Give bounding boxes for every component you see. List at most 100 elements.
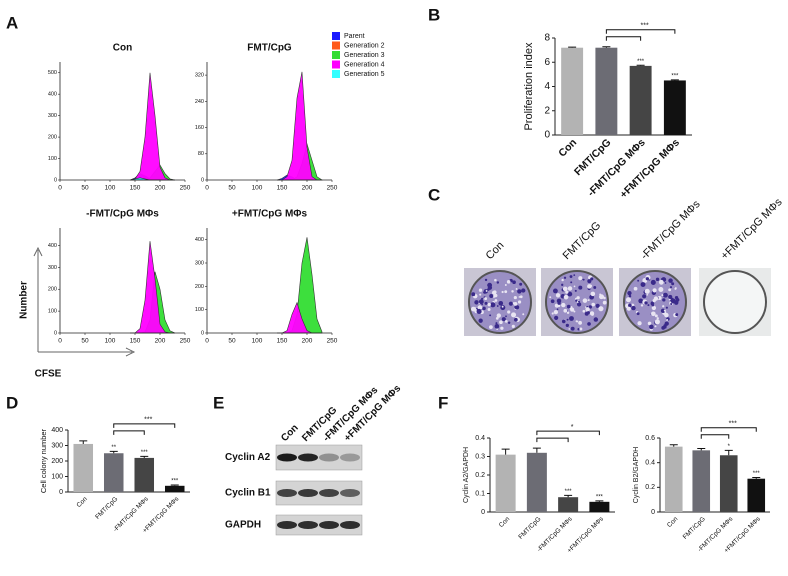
significance-label: *** bbox=[637, 59, 645, 65]
colony bbox=[590, 277, 594, 281]
colony bbox=[482, 306, 486, 311]
well bbox=[703, 270, 767, 334]
colony bbox=[668, 294, 673, 299]
colony bbox=[494, 299, 498, 302]
colony bbox=[582, 298, 588, 303]
colony bbox=[651, 305, 657, 311]
blot-band bbox=[319, 521, 339, 529]
colony bbox=[661, 294, 664, 297]
colony bbox=[593, 286, 597, 289]
colony bbox=[474, 300, 479, 305]
colony bbox=[565, 323, 569, 328]
y-tick-label: 100 bbox=[48, 156, 57, 162]
error-bar bbox=[697, 447, 706, 451]
error-bar bbox=[636, 64, 645, 66]
colony bbox=[489, 314, 492, 317]
colony bbox=[471, 292, 476, 297]
colony bbox=[494, 323, 500, 329]
y-tick-label: 0 bbox=[544, 130, 550, 141]
colony bbox=[587, 322, 591, 326]
colony bbox=[579, 327, 583, 331]
error-bar bbox=[501, 448, 510, 455]
colony bbox=[647, 321, 652, 326]
colony bbox=[646, 293, 649, 296]
bar bbox=[664, 446, 683, 512]
significance-label: * bbox=[571, 424, 574, 431]
y-tick-label: 0 bbox=[481, 509, 485, 516]
colony bbox=[489, 325, 493, 329]
colony bbox=[640, 282, 646, 287]
colony bbox=[573, 310, 576, 313]
colony bbox=[570, 326, 575, 331]
colony bbox=[669, 286, 673, 289]
x-tick-label: 200 bbox=[302, 338, 313, 345]
colony bbox=[487, 288, 490, 291]
y-tick-label: 320 bbox=[195, 73, 204, 79]
colony bbox=[644, 288, 650, 294]
colony bbox=[576, 302, 582, 307]
panel-label: B bbox=[428, 5, 440, 24]
colony bbox=[519, 295, 523, 299]
colony bbox=[631, 305, 636, 311]
colony bbox=[595, 303, 600, 308]
significance-bracket bbox=[536, 437, 569, 443]
colony bbox=[504, 319, 508, 323]
colony bbox=[504, 284, 507, 286]
blot-band bbox=[298, 453, 318, 462]
colony bbox=[575, 299, 578, 302]
bar bbox=[164, 485, 185, 492]
colony bbox=[649, 324, 654, 330]
colony bbox=[640, 304, 644, 307]
colony bbox=[494, 278, 497, 282]
bar bbox=[595, 47, 618, 136]
colony bbox=[484, 278, 488, 282]
y-tick-label: 300 bbox=[51, 442, 63, 449]
colony bbox=[505, 315, 507, 318]
y-tick-label: 0.2 bbox=[645, 484, 655, 491]
chart-title: +FMT/CpG MΦs bbox=[232, 209, 308, 220]
significance-label: *** bbox=[171, 479, 179, 485]
error-bar bbox=[170, 484, 179, 486]
colony bbox=[675, 313, 679, 317]
bar bbox=[134, 457, 155, 492]
chart-title: -FMT/CpG MΦs bbox=[86, 209, 159, 220]
colony bbox=[577, 327, 580, 331]
blot-band bbox=[277, 453, 297, 462]
colony bbox=[637, 321, 642, 326]
significance-label: ** bbox=[111, 445, 116, 451]
colony bbox=[590, 291, 596, 297]
y-tick-label: 0 bbox=[651, 509, 655, 516]
colony bbox=[484, 297, 488, 301]
colony bbox=[485, 289, 488, 292]
bar bbox=[526, 452, 547, 512]
panel-label: C bbox=[428, 185, 440, 204]
colony bbox=[665, 306, 668, 309]
colony bbox=[570, 281, 573, 284]
colony bbox=[638, 298, 644, 304]
colony bbox=[651, 301, 654, 304]
x-tick-label: 150 bbox=[277, 185, 288, 192]
significance-label: * bbox=[728, 444, 731, 450]
colony bbox=[507, 310, 511, 314]
colony bbox=[501, 305, 504, 308]
legend-swatch bbox=[332, 32, 340, 40]
y-axis-title: Cyclin B2/GAPDH bbox=[633, 447, 640, 503]
colony bbox=[490, 302, 496, 308]
significance-bracket bbox=[113, 430, 145, 435]
colony bbox=[478, 318, 483, 323]
colony bbox=[508, 301, 513, 306]
y-tick-label: 80 bbox=[198, 151, 204, 157]
colony bbox=[478, 299, 484, 305]
colony bbox=[566, 311, 570, 315]
colony bbox=[563, 294, 569, 300]
colony bbox=[519, 282, 523, 286]
y-tick-label: 400 bbox=[195, 237, 204, 243]
colony bbox=[557, 301, 561, 305]
legend-label: Generation 3 bbox=[344, 52, 385, 59]
axis-title: Number bbox=[19, 281, 30, 319]
blot-band bbox=[298, 521, 318, 529]
y-tick-label: 300 bbox=[48, 113, 57, 119]
y-axis-title: Cell colony number bbox=[39, 428, 48, 493]
colony bbox=[671, 282, 675, 286]
colony bbox=[561, 319, 566, 324]
